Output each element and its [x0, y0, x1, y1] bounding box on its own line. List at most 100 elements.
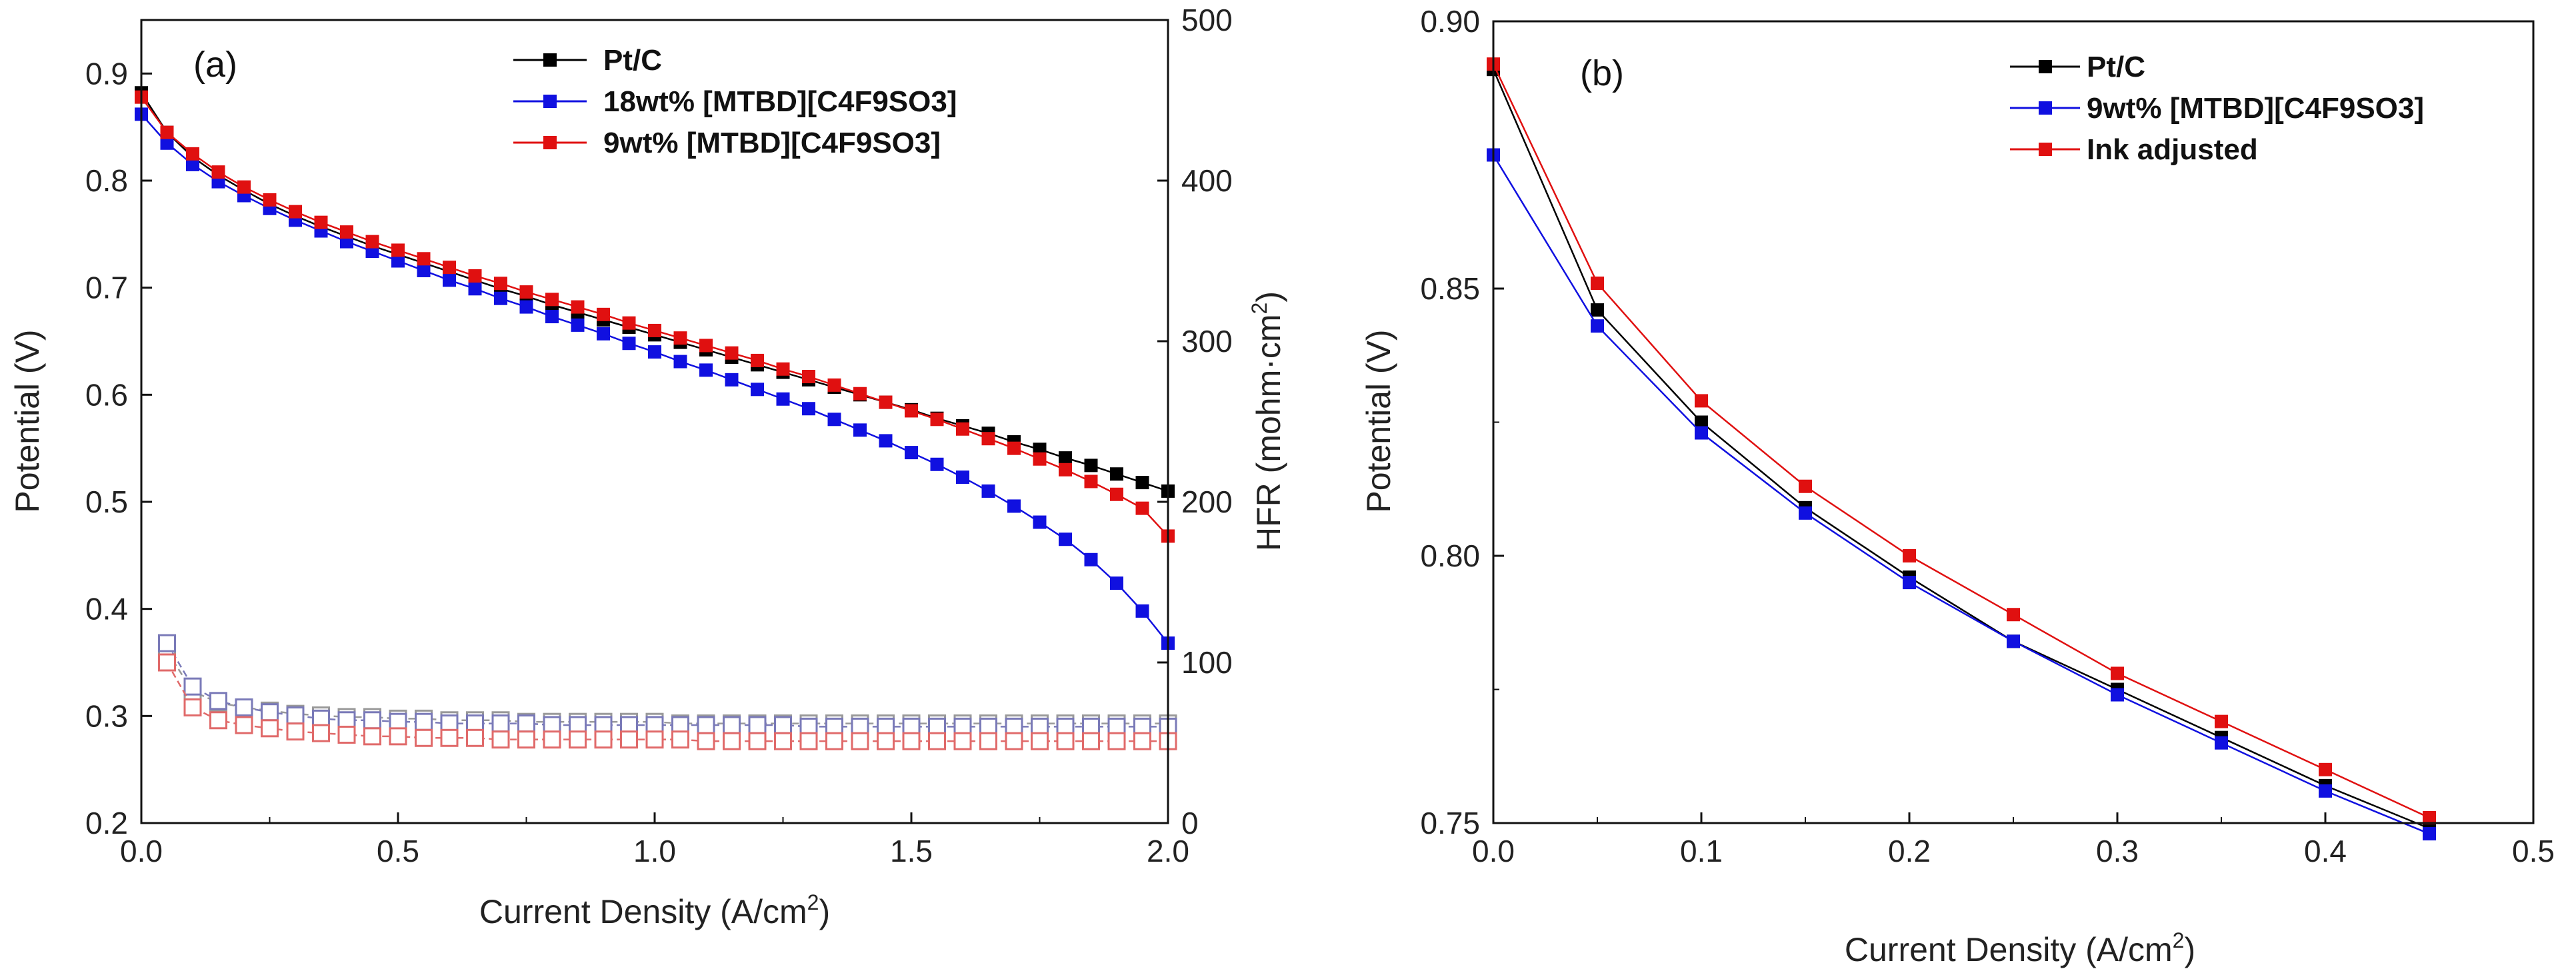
hfr-point [363, 727, 381, 746]
data-point [879, 395, 893, 409]
data-point [1135, 501, 1149, 515]
data-point [1110, 487, 1123, 501]
panel-b-label: (b) [1580, 53, 1624, 93]
panel-a: (a) 0.0 0.5 1.0 1.5 2.0 0.2 0.3 0.4 0.5 0.6 0.7 0.8… [9, 3, 1287, 930]
legend-label: 18wt% [MTBD][C4F9SO3] [603, 85, 957, 118]
hfr-point [774, 732, 792, 750]
x-tick-label: 0.4 [2304, 834, 2347, 868]
hfr-point [953, 732, 972, 750]
data-point [1591, 319, 1604, 333]
data-point [776, 392, 790, 406]
data-point [186, 147, 199, 161]
x-tick-label: 0.5 [377, 834, 419, 868]
hfr-point [928, 732, 946, 750]
data-point [725, 346, 739, 360]
data-point [699, 339, 713, 353]
data-point [2111, 666, 2124, 680]
hfr-point [286, 722, 305, 741]
hfr-point [1082, 732, 1100, 750]
data-point [237, 180, 251, 194]
data-point [494, 291, 507, 305]
data-point [1084, 459, 1098, 473]
panel-a-x-axis-label: Current Density (A/cm2) [479, 890, 830, 930]
legend-marker [2039, 101, 2052, 115]
data-point [1799, 479, 1812, 493]
data-point [2215, 736, 2228, 750]
x-tick-label: 0.2 [1888, 834, 1931, 868]
y-tick-label: 0.9 [85, 56, 128, 91]
hfr-point [209, 692, 227, 710]
data-point [2319, 762, 2332, 776]
data-point [905, 404, 918, 418]
y2-tick-label: 200 [1181, 485, 1233, 519]
hfr-point [389, 727, 407, 746]
legend-label: 9wt% [MTBD][C4F9SO3] [2087, 92, 2424, 125]
legend-marker [543, 53, 557, 67]
data-point [622, 316, 636, 330]
data-point [673, 355, 687, 369]
data-point [417, 263, 431, 277]
hfr-point [928, 717, 946, 736]
data-point [1591, 276, 1604, 290]
data-point [930, 457, 944, 471]
data-point [1110, 467, 1123, 481]
hfr-point [183, 698, 202, 716]
data-point [673, 331, 687, 345]
data-point [648, 323, 661, 337]
series-line-2 [141, 113, 1169, 644]
hfr-point [543, 730, 561, 749]
hfr-point [517, 714, 535, 733]
x-tick-label: 2.0 [1147, 834, 1189, 868]
hfr-point [491, 714, 510, 733]
series-line-5 [166, 642, 1168, 728]
data-point [802, 402, 815, 416]
y2-tick-label: 0 [1181, 806, 1199, 840]
hfr-point [466, 728, 484, 747]
data-point [519, 300, 533, 314]
data-point [468, 269, 482, 283]
legend-marker [2039, 60, 2052, 73]
hfr-point [723, 716, 741, 734]
data-point [648, 345, 661, 359]
data-point [211, 165, 225, 179]
data-point [802, 370, 815, 384]
legend-marker [2039, 143, 2052, 156]
hfr-point [671, 730, 689, 749]
hfr-point [415, 728, 433, 747]
data-point [2007, 634, 2020, 648]
data-point [160, 125, 174, 139]
x-tick-label: 1.5 [890, 834, 933, 868]
legend-marker [543, 136, 557, 149]
data-point [827, 378, 841, 392]
hfr-point [491, 730, 510, 749]
data-point [1135, 604, 1149, 618]
panel-b: (b) 0.0 0.1 0.2 0.3 0.4 0.5 0.75 0.80 0.85 0.90 P… [1360, 4, 2555, 968]
panel-a-y-axis-label: Potential (V) [9, 329, 46, 512]
data-point [1059, 451, 1072, 465]
hfr-point [979, 732, 997, 750]
data-point [186, 157, 199, 171]
series-line-3 [1492, 63, 2430, 819]
data-point [1695, 415, 1708, 429]
data-point [1903, 576, 1916, 590]
hfr-point [1107, 732, 1126, 750]
hfr-point [1133, 732, 1151, 750]
data-point [289, 205, 302, 219]
data-point [1059, 463, 1072, 477]
data-point [853, 423, 867, 437]
data-point [827, 413, 841, 427]
data-point [1799, 506, 1812, 520]
y2-tick-label: 300 [1181, 324, 1233, 359]
y2-tick-label: 500 [1181, 3, 1233, 37]
y-tick-label: 0.85 [1420, 271, 1480, 306]
panel-a-legend: Pt/C 18wt% [MTBD][C4F9SO3] 9wt% [MTBD][C4F… [513, 44, 957, 159]
data-point [879, 434, 893, 448]
y-tick-label: 0.80 [1420, 538, 1480, 573]
data-point [1084, 552, 1098, 566]
hfr-point [389, 712, 407, 731]
data-point [930, 413, 944, 427]
data-point [545, 293, 559, 307]
hfr-point [723, 732, 741, 750]
data-point [160, 136, 174, 150]
